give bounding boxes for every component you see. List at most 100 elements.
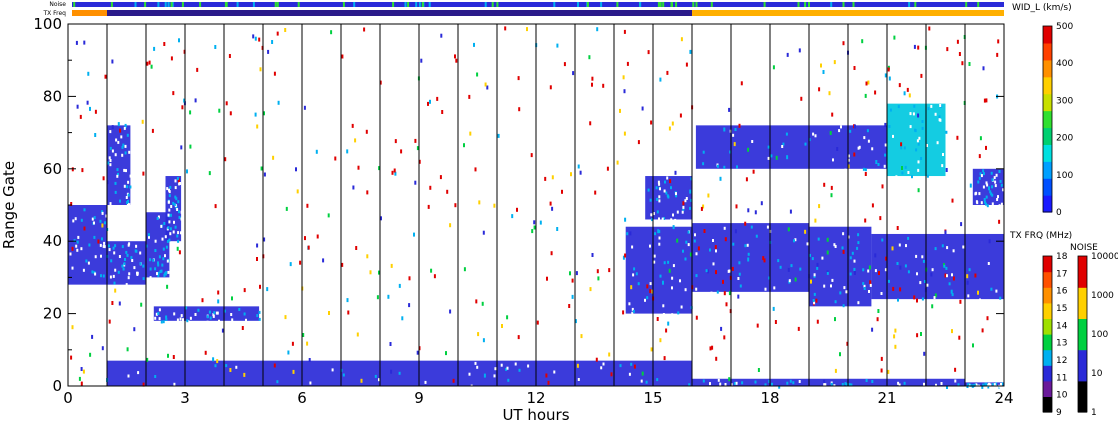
speckle-point xyxy=(884,73,887,78)
speckle-point xyxy=(393,168,396,173)
x-tick-label: 21 xyxy=(877,389,896,407)
echo-texture xyxy=(632,309,635,313)
echo-texture xyxy=(767,156,770,160)
echo-texture xyxy=(851,251,854,255)
echo-texture xyxy=(231,318,234,322)
width-colorbar-tick-label: 0 xyxy=(1056,208,1062,218)
speckle-point xyxy=(998,219,1001,224)
echo-texture xyxy=(850,383,853,387)
speckle-point xyxy=(183,98,186,103)
speckle-point xyxy=(531,229,534,234)
speckle-point xyxy=(666,70,669,75)
echo-texture xyxy=(663,189,666,193)
speckle-point xyxy=(740,81,743,86)
echo-texture xyxy=(671,286,673,290)
echo-texture xyxy=(154,239,157,243)
noise-bar-mark xyxy=(110,2,113,7)
echo-texture xyxy=(112,274,115,278)
speckle-point xyxy=(476,72,479,77)
echo-texture xyxy=(631,245,634,249)
speckle-point xyxy=(118,301,121,306)
width-colorbar-tick-label: 300 xyxy=(1056,96,1073,106)
echo-texture xyxy=(167,213,170,217)
speckle-point xyxy=(389,342,392,346)
speckle-point xyxy=(140,302,143,307)
speckle-point xyxy=(961,61,964,66)
echo-texture xyxy=(881,238,884,242)
noise-bar-mark xyxy=(600,2,603,7)
speckle-point xyxy=(734,229,737,234)
echo-texture xyxy=(816,266,819,270)
speckle-point xyxy=(366,254,369,259)
speckle-point xyxy=(549,201,552,206)
echo-texture xyxy=(665,191,668,195)
echo-texture xyxy=(100,254,102,258)
speckle-point xyxy=(394,139,397,144)
speckle-point xyxy=(352,185,355,190)
echo-texture xyxy=(172,230,175,234)
echo-texture xyxy=(163,222,166,225)
speckle-point xyxy=(172,355,175,359)
echo-texture xyxy=(798,380,801,383)
noise-bar-mark xyxy=(662,2,665,7)
noise-bar xyxy=(72,2,1004,7)
speckle-point xyxy=(82,369,85,374)
echo-texture xyxy=(983,172,985,176)
speckle-point xyxy=(608,352,611,357)
echo-texture xyxy=(863,287,866,290)
noise-bar-mark xyxy=(852,2,855,7)
speckle-point xyxy=(477,332,480,337)
speckle-point xyxy=(285,206,288,211)
speckle-point xyxy=(728,291,731,296)
echo-texture xyxy=(156,272,158,276)
echo-texture xyxy=(74,217,77,221)
speckle-point xyxy=(946,47,949,52)
echo-texture xyxy=(212,314,215,318)
echo-texture xyxy=(148,235,150,239)
speckle-point xyxy=(176,246,179,251)
echo-texture xyxy=(712,239,714,242)
echo-texture xyxy=(108,156,111,160)
echo-texture xyxy=(664,180,666,184)
echo-texture xyxy=(121,264,124,268)
echo-texture xyxy=(124,258,126,261)
echo-texture xyxy=(978,192,981,196)
echo-texture xyxy=(866,129,869,133)
echo-texture xyxy=(176,234,179,238)
speckle-point xyxy=(906,87,909,92)
echo-texture xyxy=(160,224,163,228)
y-axis-title: Range Gate xyxy=(0,161,18,249)
speckle-point xyxy=(571,278,574,283)
speckle-point xyxy=(486,85,489,90)
echo-texture xyxy=(857,241,860,245)
speckle-point xyxy=(715,356,718,361)
speckle-point xyxy=(815,298,818,303)
echo-texture xyxy=(909,125,912,129)
speckle-point xyxy=(672,225,675,230)
speckle-point xyxy=(861,39,864,44)
echo-texture xyxy=(177,200,180,204)
speckle-point xyxy=(544,176,547,181)
echo-texture xyxy=(514,362,517,366)
speckle-point xyxy=(568,304,571,308)
echo-texture xyxy=(114,181,117,185)
speckle-point xyxy=(124,123,127,128)
echo-texture xyxy=(998,170,1001,173)
speckle-point xyxy=(569,271,571,276)
speckle-point xyxy=(745,177,748,182)
speckle-point xyxy=(985,145,987,150)
echo-texture xyxy=(133,266,136,270)
echo-texture xyxy=(770,154,773,158)
noise-bar-mark xyxy=(404,2,407,7)
speckle-point xyxy=(668,126,671,131)
width-colorbar-tick-label: 100 xyxy=(1056,171,1073,181)
echo-texture xyxy=(849,272,852,276)
echo-texture xyxy=(739,284,742,288)
speckle-point xyxy=(229,111,232,116)
speckle-point xyxy=(786,155,789,160)
y-tick-label: 0 xyxy=(52,377,62,395)
noise-colorbar-swatch xyxy=(1078,380,1087,413)
echo-texture xyxy=(83,208,86,212)
speckle-point xyxy=(217,299,220,304)
echo-texture xyxy=(679,279,681,283)
